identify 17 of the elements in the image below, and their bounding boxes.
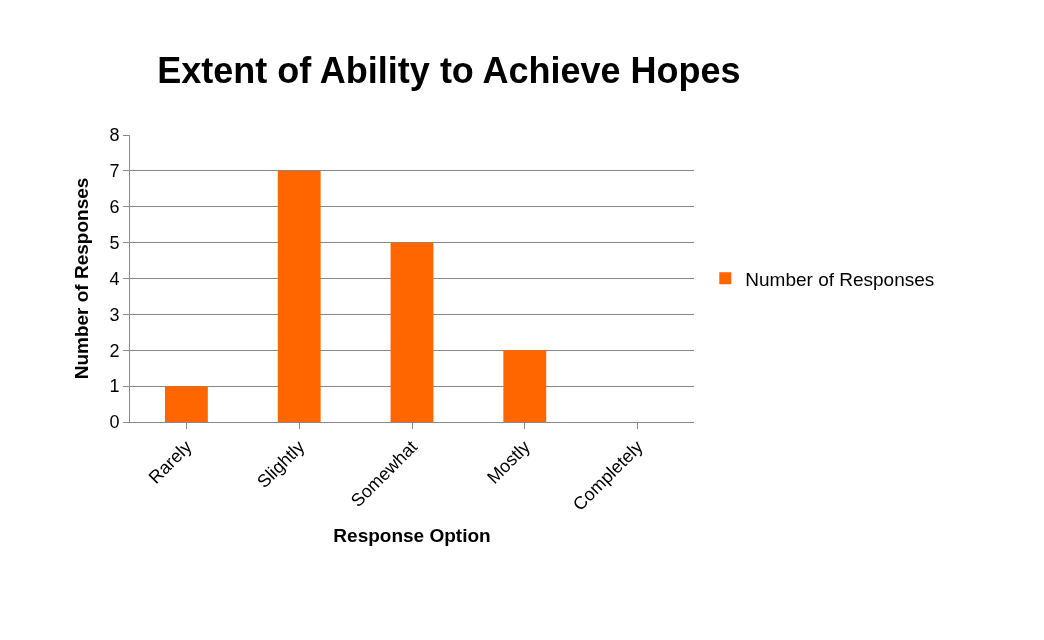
legend-label: Number of Responses	[745, 268, 935, 290]
y-tick-label: 5	[109, 232, 120, 253]
x-axis-title: Response Option	[333, 525, 491, 547]
y-tick-label: 2	[109, 340, 120, 361]
bar	[164, 386, 208, 422]
y-tick-label: 4	[109, 268, 120, 289]
bar	[503, 350, 547, 422]
y-tick-label: 3	[109, 304, 120, 325]
y-tick-label: 8	[109, 125, 120, 146]
y-tick-label: 6	[109, 197, 120, 218]
y-axis-title: Number of Responses	[71, 177, 93, 380]
y-tick-label: 0	[109, 412, 120, 433]
chart-title: Extent of Ability to Achieve Hopes	[157, 50, 741, 91]
y-tick-label: 1	[109, 376, 120, 397]
bar	[277, 170, 321, 422]
y-tick-label: 7	[109, 161, 120, 182]
bar	[390, 242, 434, 422]
